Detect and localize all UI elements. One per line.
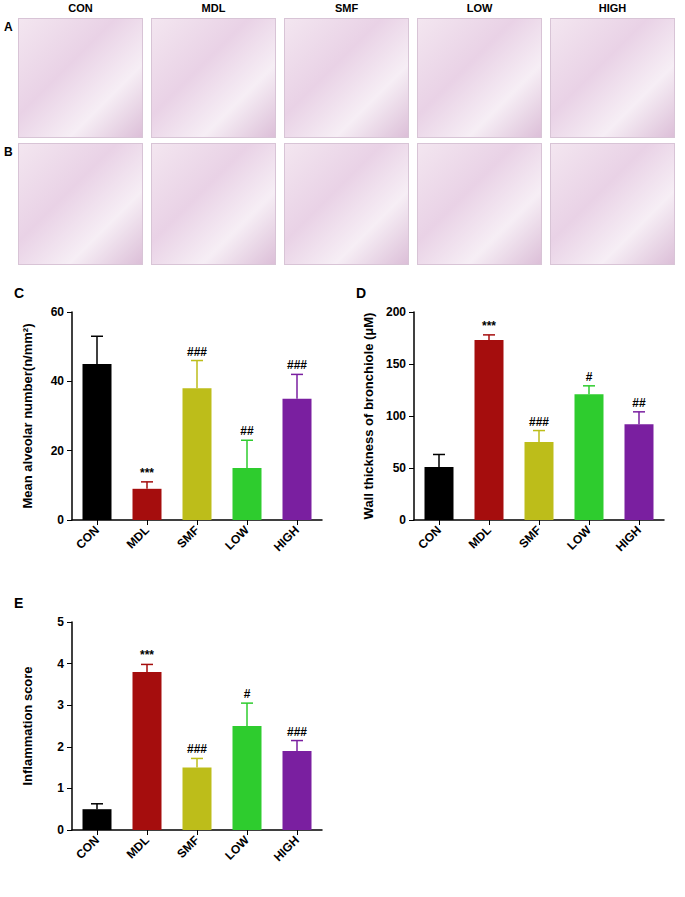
svg-text:HIGH: HIGH <box>271 523 302 554</box>
html-text:LOW: LOW <box>466 2 493 14</box>
svg-text:Mean alveolar number(n/mm²): Mean alveolar number(n/mm²) <box>20 324 35 509</box>
svg-text:SMF: SMF <box>516 523 544 551</box>
svg-text:##: ## <box>632 396 646 410</box>
svg-text:0: 0 <box>399 513 406 527</box>
html-text:B: B <box>4 145 13 159</box>
svg-text:4: 4 <box>57 657 64 671</box>
svg-text:CON: CON <box>73 523 102 552</box>
svg-text:***: *** <box>482 319 496 333</box>
svg-text:20: 20 <box>51 444 65 458</box>
svg-text:C: C <box>14 285 24 301</box>
svg-text:0: 0 <box>57 513 64 527</box>
svg-text:HIGH: HIGH <box>613 523 644 554</box>
svg-text:2: 2 <box>57 740 64 754</box>
svg-text:Wall thickness of bronchiole (: Wall thickness of bronchiole (μM) <box>361 313 376 520</box>
svg-text:#: # <box>586 370 593 384</box>
svg-text:###: ### <box>287 358 307 372</box>
svg-text:***: *** <box>140 466 154 480</box>
svg-text:60: 60 <box>51 305 65 319</box>
svg-text:###: ### <box>187 345 207 359</box>
svg-text:CON: CON <box>415 523 444 552</box>
html-text:A: A <box>4 20 13 34</box>
svg-text:5: 5 <box>57 615 64 629</box>
svg-text:CON: CON <box>73 833 102 862</box>
svg-text:###: ### <box>187 742 207 756</box>
svg-text:D: D <box>356 285 366 301</box>
svg-text:150: 150 <box>386 357 406 371</box>
html-text:MDL: MDL <box>201 2 226 14</box>
svg-text:LOW: LOW <box>222 523 252 553</box>
svg-text:Inflammation score: Inflammation score <box>20 666 35 785</box>
svg-text:SMF: SMF <box>174 523 202 551</box>
svg-text:###: ### <box>529 415 549 429</box>
svg-text:##: ## <box>240 424 254 438</box>
svg-text:***: *** <box>140 648 154 662</box>
svg-text:###: ### <box>287 725 307 739</box>
svg-text:LOW: LOW <box>564 523 594 553</box>
svg-text:HIGH: HIGH <box>271 833 302 864</box>
html-text:SMF: SMF <box>334 2 359 14</box>
svg-text:LOW: LOW <box>222 833 252 863</box>
svg-text:1: 1 <box>57 781 64 795</box>
svg-text:3: 3 <box>57 698 64 712</box>
svg-text:SMF: SMF <box>174 833 202 861</box>
svg-text:200: 200 <box>386 305 406 319</box>
svg-text:50: 50 <box>393 461 407 475</box>
svg-text:0: 0 <box>57 823 64 837</box>
svg-text:E: E <box>14 595 23 611</box>
html-text:HIGH: HIGH <box>598 2 627 14</box>
svg-text:#: # <box>244 687 251 701</box>
html-text:CON: CON <box>68 2 93 14</box>
svg-text:MDL: MDL <box>124 523 152 551</box>
svg-text:MDL: MDL <box>466 523 494 551</box>
svg-text:100: 100 <box>386 409 406 423</box>
svg-text:40: 40 <box>51 374 65 388</box>
svg-text:MDL: MDL <box>124 833 152 861</box>
